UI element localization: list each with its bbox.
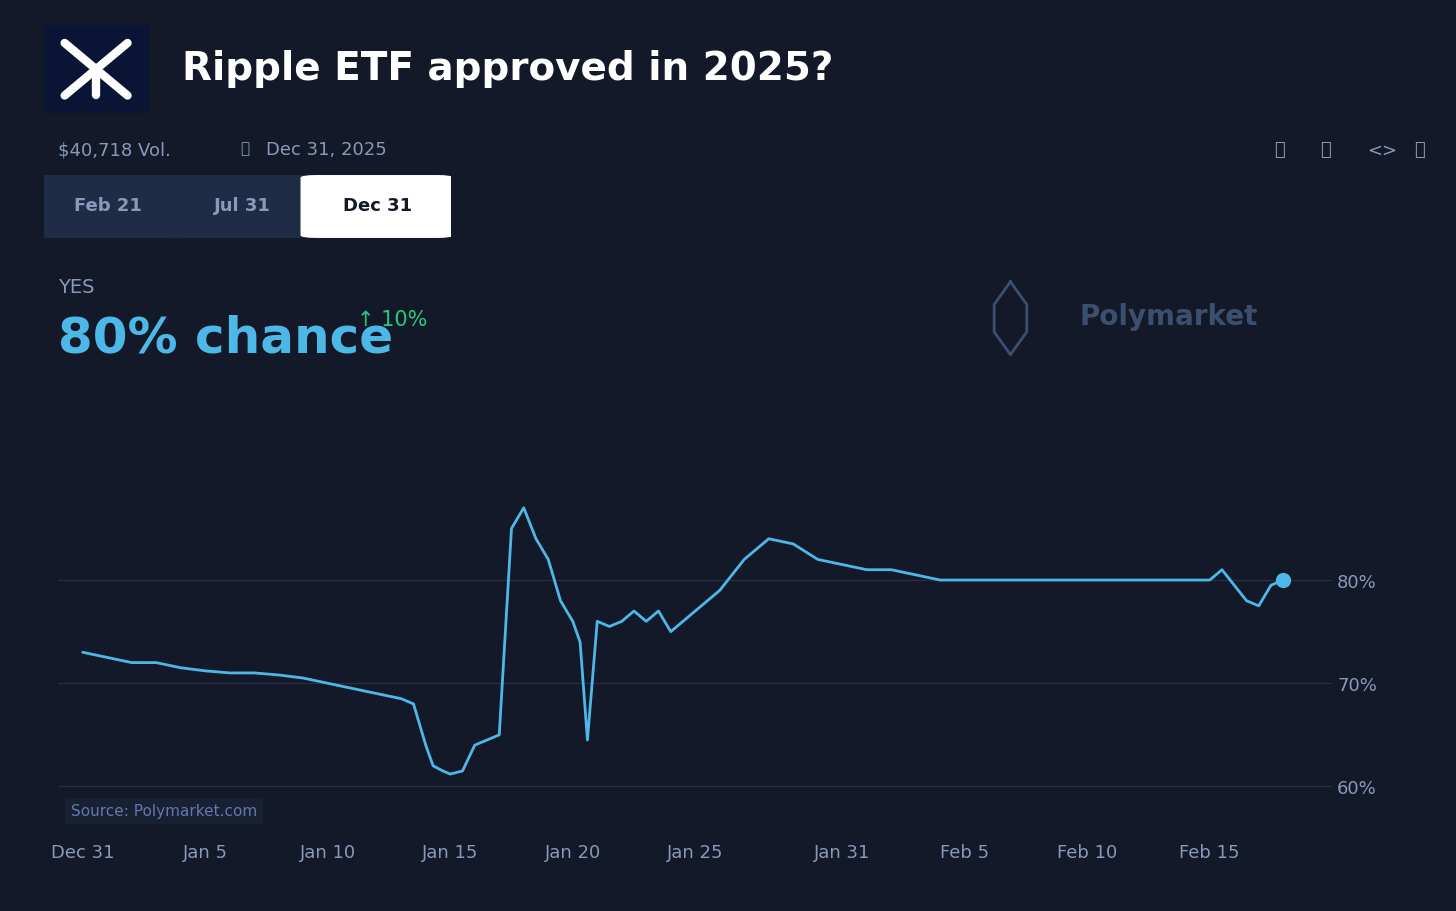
- Text: 📄: 📄: [1321, 141, 1331, 159]
- FancyBboxPatch shape: [300, 176, 453, 239]
- Text: $40,718 Vol.: $40,718 Vol.: [58, 141, 172, 159]
- Text: Dec 31: Dec 31: [342, 197, 412, 215]
- Text: 🔗: 🔗: [1414, 141, 1424, 159]
- Text: Source: Polymarket.com: Source: Polymarket.com: [71, 804, 258, 818]
- Text: Jul 31: Jul 31: [214, 197, 271, 215]
- Text: 🔖: 🔖: [1274, 141, 1284, 159]
- Text: ⏰: ⏰: [240, 141, 249, 156]
- Text: Feb 21: Feb 21: [74, 197, 143, 215]
- Text: YES: YES: [58, 278, 95, 297]
- Text: Ripple ETF approved in 2025?: Ripple ETF approved in 2025?: [182, 50, 833, 88]
- Text: Dec 31, 2025: Dec 31, 2025: [266, 141, 387, 159]
- FancyBboxPatch shape: [166, 176, 319, 239]
- FancyBboxPatch shape: [32, 176, 185, 239]
- Text: <>: <>: [1367, 141, 1398, 159]
- Text: 80% chance: 80% chance: [58, 314, 393, 363]
- Text: Polymarket: Polymarket: [1080, 303, 1258, 331]
- Text: ↑ 10%: ↑ 10%: [357, 310, 427, 330]
